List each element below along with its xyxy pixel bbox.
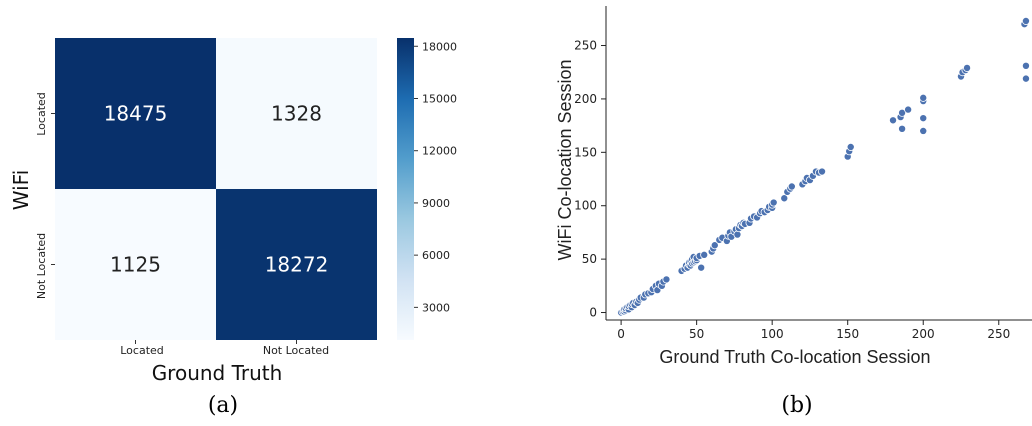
heatmap-cell xyxy=(55,189,216,340)
heatmap-cell-value: 1125 xyxy=(110,253,161,277)
colorbar-tick-label: 12000 xyxy=(422,145,457,158)
scatter-point xyxy=(846,142,855,151)
scatter-x-tick-label: 100 xyxy=(761,327,784,341)
scatter-point xyxy=(697,263,706,272)
heatmap-cell-value: 1328 xyxy=(271,102,322,126)
scatter-point xyxy=(919,126,928,135)
scatter-point xyxy=(1021,61,1030,70)
scatter-x-tick-label: 150 xyxy=(836,327,859,341)
scatter-point xyxy=(898,124,907,133)
scatter-point xyxy=(710,241,719,250)
scatter-y-tick-label: 50 xyxy=(582,252,597,266)
scatter-y-tick-label: 250 xyxy=(574,39,597,53)
scatter-x-tick-label: 50 xyxy=(689,327,704,341)
heatmap-cell xyxy=(216,38,377,189)
scatter-y-tick-label: 200 xyxy=(574,92,597,106)
scatter-point xyxy=(904,105,913,114)
scatter-point xyxy=(700,250,709,259)
scatter-x-axis-label: Ground Truth Co-location Session xyxy=(659,347,930,367)
heatmap-x-tick-not-located: Not Located xyxy=(263,344,329,357)
scatter-x-tick-label: 200 xyxy=(912,327,935,341)
scatter-point xyxy=(769,198,778,207)
scatter-point xyxy=(1021,16,1030,25)
heatmap-cell xyxy=(55,38,216,189)
heatmap-x-tick-located: Located xyxy=(120,344,164,357)
colorbar-tick-label: 9000 xyxy=(422,197,450,210)
scatter-point xyxy=(1021,74,1030,83)
scatter-y-axis-label: WiFi Co-location Session xyxy=(555,59,575,260)
heatmap-y-tick-located: Located xyxy=(35,92,48,136)
scatter-point xyxy=(919,114,928,123)
heatmap-y-axis-label: WiFi xyxy=(9,170,33,211)
heatmap-y-tick-not-located: Not Located xyxy=(35,233,48,299)
colorbar-tick-label: 6000 xyxy=(422,249,450,262)
scatter-point xyxy=(889,116,898,125)
scatter-y-tick-label: 100 xyxy=(574,199,597,213)
heatmap-cell-value: 18475 xyxy=(104,102,168,126)
scatter-point xyxy=(787,182,796,191)
colorbar-tick-label: 18000 xyxy=(422,40,457,53)
panel-a-label: (a) xyxy=(208,393,238,418)
scatter-point xyxy=(818,167,827,176)
scatter-y-tick-label: 150 xyxy=(574,145,597,159)
heatmap-cell-value: 18272 xyxy=(265,253,329,277)
scatter-x-tick-label: 250 xyxy=(987,327,1010,341)
colorbar-tick-label: 3000 xyxy=(422,301,450,314)
heatmap-x-axis-label: Ground Truth xyxy=(152,361,283,385)
heatmap-cell xyxy=(216,189,377,340)
scatter-point xyxy=(898,108,907,117)
scatter-point xyxy=(780,194,789,203)
panel-b-label: (b) xyxy=(781,393,812,418)
scatter-point xyxy=(733,230,742,239)
scatter-labels: Ground Truth Co-location Session WiFi Co… xyxy=(555,59,931,367)
scatter-point xyxy=(662,275,671,284)
scatter-y-tick-label: 0 xyxy=(589,306,597,320)
scatter-plot: 0 50 100 150 200 250 0 50 100 150 200 250 xyxy=(574,6,1032,341)
colorbar: 3000 6000 9000 12000 15000 18000 xyxy=(397,38,457,340)
scatter-point xyxy=(963,63,972,72)
scatter-point xyxy=(919,93,928,102)
confusion-matrix-heatmap: 18475 1328 1125 18272 xyxy=(51,38,377,344)
colorbar-gradient xyxy=(397,38,414,340)
scatter-x-tick-label: 0 xyxy=(617,327,625,341)
colorbar-tick-label: 15000 xyxy=(422,92,457,105)
heatmap-labels: Located Not Located Located Not Located … xyxy=(9,92,329,385)
